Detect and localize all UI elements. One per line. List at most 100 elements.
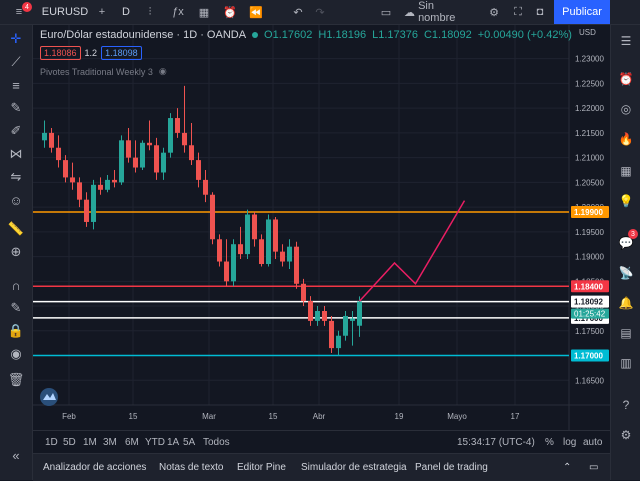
alerts-icon[interactable]: ⏰: [618, 72, 634, 86]
range-3m[interactable]: 3M: [103, 436, 117, 448]
ruler-icon[interactable]: 📏: [7, 221, 25, 236]
eye-icon[interactable]: ◉: [10, 346, 22, 361]
publish-button[interactable]: Publicar: [554, 0, 610, 24]
range-6m[interactable]: 6M: [125, 436, 139, 448]
collapse-icon[interactable]: «: [12, 447, 20, 463]
candle-body: [105, 179, 110, 190]
templates-icon[interactable]: ▦: [198, 6, 210, 19]
range-5a[interactable]: 5A: [183, 436, 196, 448]
replay-icon[interactable]: ⏪: [249, 6, 263, 19]
brush-icon[interactable]: ✎: [10, 100, 22, 115]
maximize-panel-icon[interactable]: ▭: [589, 462, 599, 473]
projection-path: [358, 200, 466, 302]
bid-box[interactable]: 1.18086: [40, 46, 81, 60]
watchlist-icon[interactable]: ☰: [620, 34, 632, 48]
candle-type-icon[interactable]: ⫶: [148, 5, 152, 18]
lock-drawing-icon[interactable]: ✎: [10, 300, 22, 315]
symbol-search[interactable]: EURUSD: [41, 6, 89, 18]
crosshair-icon[interactable]: ✛: [10, 31, 22, 46]
data-window-icon[interactable]: ◎: [620, 102, 632, 116]
candle-body: [329, 320, 334, 349]
currency-label: USD: [579, 28, 596, 37]
range-todos[interactable]: Todos: [203, 436, 230, 448]
panel-tab-4[interactable]: Panel de trading: [415, 462, 488, 473]
interval-button[interactable]: D: [122, 6, 130, 18]
trash-icon[interactable]: 🗑: [7, 372, 25, 387]
help-icon[interactable]: ?: [622, 398, 630, 412]
range-1m[interactable]: 1M: [83, 436, 97, 448]
collapse-panel-icon[interactable]: ⌃: [563, 462, 572, 473]
panel-tab-0[interactable]: Analizador de acciones: [43, 462, 147, 473]
fib-icon[interactable]: ≡: [12, 77, 20, 93]
y-tick-label: 1.19500: [575, 228, 604, 237]
candle-body: [280, 251, 285, 262]
trendline-icon[interactable]: ⟋: [11, 54, 21, 69]
candle-body: [63, 160, 68, 178]
indicator-label[interactable]: Pivotes Traditional Weekly 3: [40, 66, 153, 77]
hotlist-icon[interactable]: 🔥: [618, 132, 634, 146]
pct-toggle[interactable]: %: [545, 436, 554, 448]
legend-change: +0.00490 (+0.42%): [477, 29, 572, 41]
x-tick-label: 17: [511, 412, 520, 421]
price-tag-cyan: [571, 349, 609, 362]
layout-icon[interactable]: ▭: [380, 6, 392, 19]
undo-icon[interactable]: ↶: [293, 6, 303, 19]
candle-body: [168, 118, 173, 153]
chat-icon[interactable]: 💬: [618, 236, 634, 250]
price-chart[interactable]: 1.165001.170001.175001.180001.185001.190…: [33, 25, 610, 430]
range-5d[interactable]: 5D: [63, 436, 76, 448]
range-1d[interactable]: 1D: [45, 436, 58, 448]
magnet-icon[interactable]: ∩: [11, 277, 21, 293]
candle-body: [119, 140, 124, 183]
legend-open: O1.17602: [264, 29, 313, 41]
notification-badge: 4: [22, 2, 32, 12]
emoji-icon[interactable]: ☺: [9, 192, 23, 208]
candle-body: [98, 184, 103, 190]
fullscreen-icon[interactable]: ⛶: [514, 5, 522, 18]
chart-settings-icon[interactable]: ⚙: [620, 428, 632, 442]
candle-body: [287, 246, 292, 262]
pen-icon[interactable]: ✐: [10, 123, 22, 138]
panel-tab-1[interactable]: Notas de texto: [159, 462, 224, 473]
legend-low: L1.17376: [372, 29, 418, 41]
camera-icon[interactable]: ◘: [536, 6, 544, 18]
x-tick-label: Mayo: [447, 412, 467, 421]
indicators-icon[interactable]: ƒx: [172, 6, 184, 18]
alert-icon[interactable]: ⏰: [223, 6, 237, 19]
lock-icon[interactable]: 🔒: [7, 323, 25, 338]
candle-body: [266, 219, 271, 264]
order-panel-icon[interactable]: ▤: [620, 326, 632, 340]
y-tick-label: 1.16500: [575, 376, 604, 385]
candle-body: [231, 244, 236, 282]
zoom-in-icon[interactable]: ⊕: [10, 244, 22, 259]
add-symbol-icon[interactable]: +: [98, 6, 106, 18]
calendar-icon[interactable]: ▦: [620, 164, 632, 178]
redo-icon[interactable]: ↷: [315, 6, 325, 19]
candle-body: [91, 184, 96, 222]
log-toggle[interactable]: log: [563, 436, 577, 448]
dom-icon[interactable]: ▥: [620, 356, 632, 370]
eye-toggle-icon[interactable]: ◉: [158, 66, 167, 76]
range-ytd[interactable]: YTD: [145, 436, 165, 448]
range-1a[interactable]: 1A: [167, 436, 180, 448]
candle-body: [308, 301, 313, 321]
tradingview-logo: [40, 388, 58, 406]
streams-icon[interactable]: 📡: [618, 266, 634, 280]
candle-body: [42, 132, 47, 141]
right-sidebar: ☰ ⏰ ◎ 🔥 ▦ 💡 💬 3 📡 🔔 ▤ ▥ ? ⚙: [610, 25, 640, 480]
chart-legend: Euro/Dólar estadounidense · 1D · OANDA O…: [40, 29, 572, 77]
panel-tab-3[interactable]: Simulador de estrategia: [301, 462, 407, 473]
notifications-icon[interactable]: 🔔: [618, 296, 634, 310]
auto-toggle[interactable]: auto: [583, 436, 603, 448]
pattern-icon[interactable]: ⋈: [9, 146, 23, 161]
candle-body: [84, 199, 89, 222]
candle-body: [238, 244, 243, 255]
panel-tab-2[interactable]: Editor Pine: [237, 462, 286, 473]
layout-name[interactable]: ☁ Sin nombre: [404, 0, 456, 24]
settings-icon[interactable]: ⚙: [489, 6, 499, 19]
prediction-icon[interactable]: ⇋: [10, 169, 22, 184]
menu-icon[interactable]: ≡: [15, 6, 23, 18]
ideas-icon[interactable]: 💡: [618, 194, 634, 208]
countdown-tag: [571, 308, 609, 319]
ask-box[interactable]: 1.18098: [101, 46, 142, 60]
